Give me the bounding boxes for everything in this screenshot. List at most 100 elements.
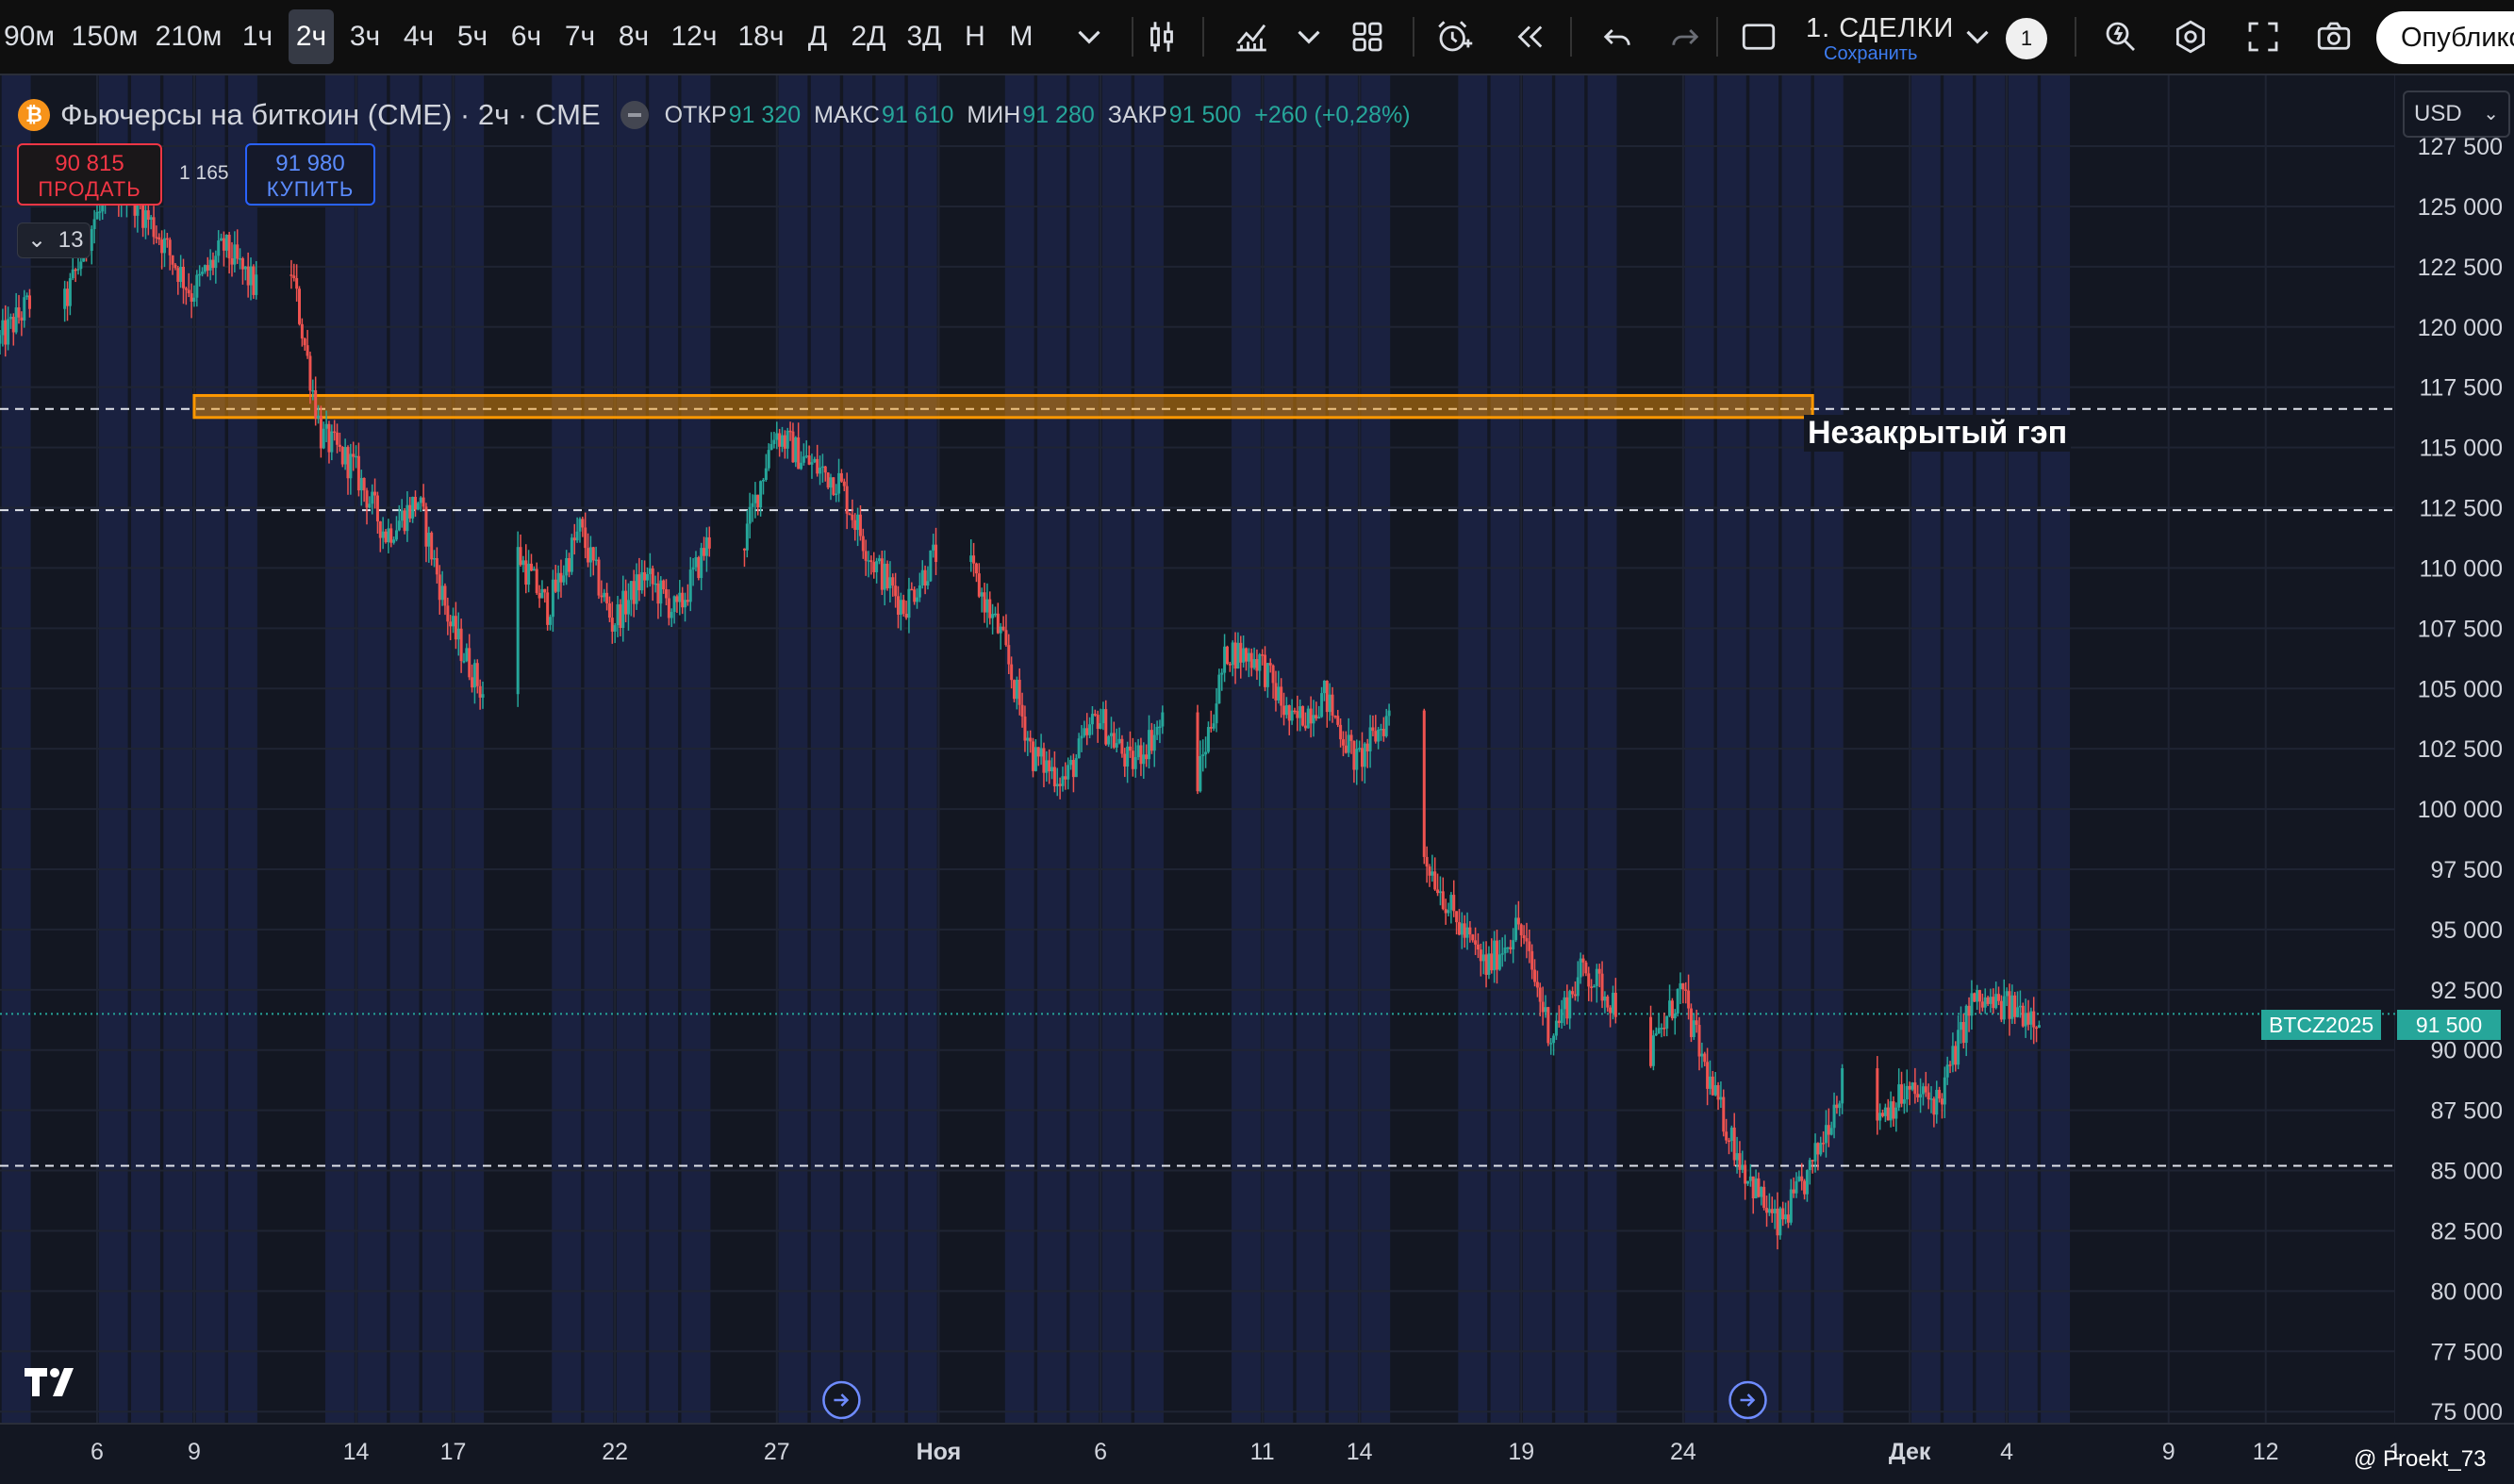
interval-17[interactable]: М — [1009, 21, 1034, 52]
candle-body — [1452, 895, 1456, 912]
candle-body — [1590, 986, 1594, 988]
candle-body — [1331, 694, 1334, 716]
camera-icon[interactable] — [2310, 13, 2357, 60]
price-tick-label: 80 000 — [2431, 1278, 2503, 1305]
interval-11[interactable]: 12ч — [670, 21, 718, 52]
interval-14[interactable]: 2Д — [851, 21, 886, 52]
event-marker-icon[interactable] — [822, 1380, 861, 1420]
undo-icon[interactable] — [1594, 13, 1641, 60]
candle-body — [1597, 968, 1601, 974]
publish-button[interactable]: Опубликовать — [2376, 11, 2514, 64]
interval-5[interactable]: 3ч — [349, 21, 381, 52]
interval-4[interactable]: 2ч — [289, 9, 334, 64]
candle-body — [1355, 749, 1359, 770]
candle-body — [1613, 992, 1617, 1017]
price-chart[interactable]: 127 500 125 000 122 500 120 000 117 500 115 0… — [0, 75, 2514, 1484]
interval-0[interactable]: 90м — [4, 21, 55, 52]
indicators-toggle[interactable]: ⌄ 13 — [17, 223, 91, 258]
candle-body — [76, 269, 80, 271]
candle-body — [993, 613, 997, 616]
candle-body — [1247, 652, 1250, 662]
candle-body — [162, 238, 166, 254]
interval-15[interactable]: 3Д — [906, 21, 942, 52]
buy-button[interactable]: 91 980 КУПИТЬ — [245, 143, 375, 206]
tradingview-logo-icon[interactable] — [23, 1365, 83, 1399]
candle-body — [1001, 626, 1005, 631]
interval-10[interactable]: 8ч — [618, 21, 650, 52]
candle-body — [1126, 746, 1130, 767]
candle-body — [1071, 760, 1075, 778]
interval-8[interactable]: 6ч — [510, 21, 542, 52]
candle-body — [1017, 679, 1021, 705]
chevron-down-icon[interactable] — [1285, 13, 1332, 60]
layout-grid-icon[interactable] — [1344, 13, 1391, 60]
quick-search-icon[interactable] — [2097, 13, 2144, 60]
candle-body — [1280, 686, 1283, 706]
candle-body — [1841, 1068, 1844, 1104]
layout-save-link[interactable]: Сохранить — [1824, 43, 1918, 64]
price-axis-background — [2395, 75, 2514, 1484]
candle-body — [977, 573, 981, 597]
candle-body — [68, 278, 72, 306]
candle-body — [1765, 1208, 1769, 1213]
candle-body — [227, 234, 231, 259]
interval-3[interactable]: 1ч — [241, 21, 273, 52]
time-tick-label: Ноя — [917, 1439, 962, 1465]
candle-body — [1422, 710, 1426, 857]
candle-body — [1997, 994, 2001, 1001]
interval-2[interactable]: 210м — [155, 21, 223, 52]
sell-button[interactable]: 90 815 ПРОДАТЬ — [17, 143, 162, 206]
gap-annotation-label[interactable]: Незакрытый гэп — [1804, 415, 2072, 452]
candle-body — [584, 527, 587, 549]
candle-body — [1444, 909, 1447, 914]
candle-body — [1117, 738, 1121, 744]
settings-icon[interactable] — [2167, 13, 2214, 60]
chevron-down-icon[interactable] — [1954, 13, 2001, 60]
candle-body — [1322, 680, 1326, 694]
layout-name[interactable]: 1. СДЕЛКИ — [1806, 13, 1955, 43]
candle-body — [1139, 745, 1143, 765]
indicators-icon[interactable] — [1228, 13, 1275, 60]
gap-zone-rectangle[interactable] — [192, 393, 1814, 420]
price-tick-label: 75 000 — [2431, 1399, 2503, 1426]
interval-12[interactable]: 18ч — [737, 21, 785, 52]
chevron-down-icon[interactable] — [1066, 13, 1113, 60]
candle-body — [691, 567, 695, 570]
candle-body — [1512, 940, 1515, 949]
redo-icon[interactable] — [1662, 13, 1709, 60]
layout-square-icon[interactable] — [1735, 13, 1782, 60]
candle-body — [1320, 693, 1324, 717]
currency-select[interactable]: USD ⌄ — [2403, 91, 2510, 138]
symbol-title[interactable]: Фьючерсы на биткоин (CME) · 2ч · CME — [60, 98, 601, 131]
candle-body — [1732, 1127, 1736, 1161]
interval-9[interactable]: 7ч — [564, 21, 596, 52]
price-tick-label: 122 500 — [2418, 255, 2503, 281]
candle-body — [481, 694, 485, 698]
candle-body — [1757, 1178, 1761, 1197]
candle-body — [904, 613, 908, 618]
candle-body — [1751, 1176, 1755, 1199]
candle-body — [384, 531, 388, 543]
candle-body — [1883, 1107, 1887, 1116]
candle-body — [1713, 1084, 1717, 1096]
candle-body — [813, 458, 817, 463]
candle-body — [1363, 743, 1366, 767]
replay-icon[interactable] — [1506, 13, 1553, 60]
alerts-count-badge[interactable]: 1 — [2006, 18, 2047, 59]
fullscreen-icon[interactable] — [2240, 13, 2287, 60]
price-tick-label: 102 500 — [2418, 736, 2503, 763]
candle-body — [521, 560, 525, 566]
interval-6[interactable]: 4ч — [403, 21, 435, 52]
interval-1[interactable]: 150м — [71, 21, 139, 52]
interval-16[interactable]: Н — [965, 21, 985, 52]
interval-13[interactable]: Д — [807, 21, 828, 52]
interval-7[interactable]: 5ч — [456, 21, 488, 52]
candles-icon[interactable] — [1138, 13, 1185, 60]
candle-body — [1978, 990, 1982, 1002]
event-marker-icon[interactable] — [1728, 1380, 1767, 1420]
alarm-add-icon[interactable] — [1431, 13, 1478, 60]
candle-body — [1805, 1170, 1809, 1195]
candle-body — [1042, 748, 1046, 773]
candle-body — [2016, 1007, 2020, 1017]
candle-body — [1986, 997, 1990, 1004]
